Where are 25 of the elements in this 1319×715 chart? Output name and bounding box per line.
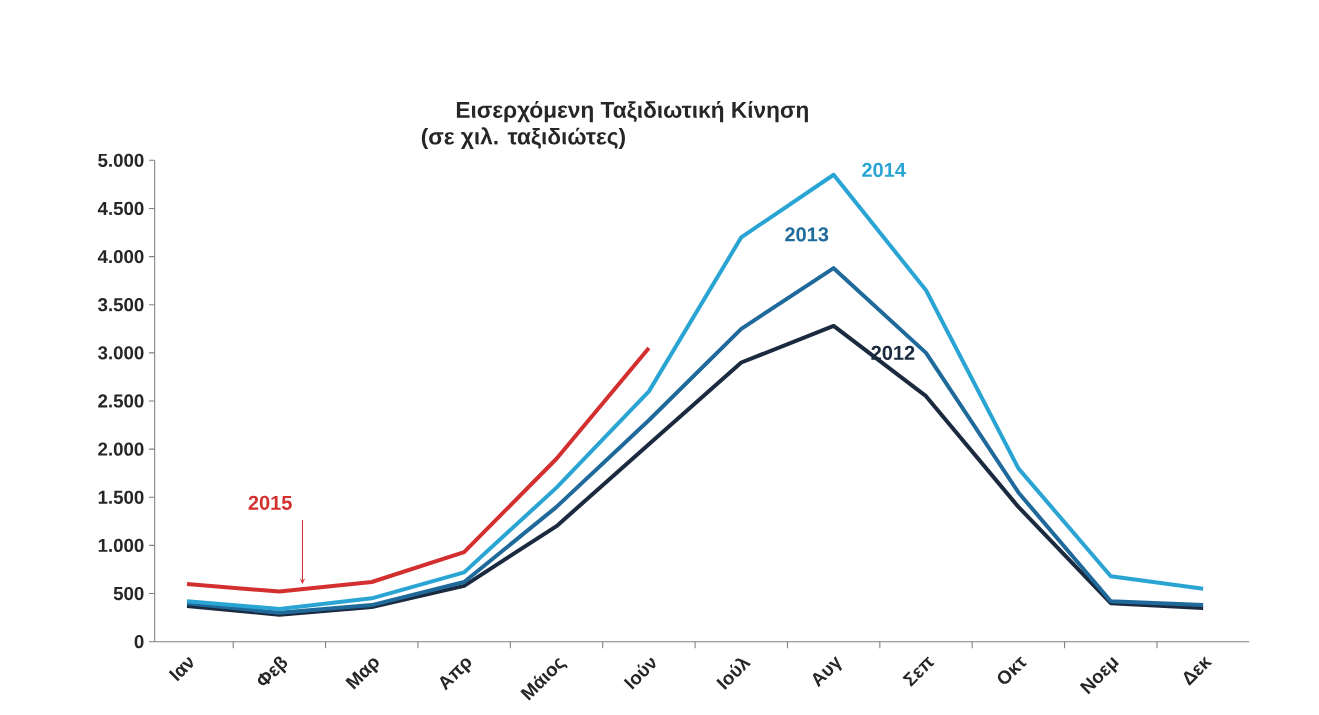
y-tick-label: 3.500 — [97, 298, 144, 312]
series-label: 2013 — [785, 227, 829, 242]
x-tick-label: Αυγ — [812, 656, 843, 688]
y-tick-label: 0 — [134, 635, 144, 649]
y-tick-label: 3.000 — [97, 346, 144, 360]
y-tick-label: 2.500 — [98, 394, 144, 408]
chart-subtitle: (σε χιλ. ταξιδιώτες) — [421, 127, 625, 150]
text: 2015 — [248, 495, 292, 510]
y-tick-label: 4.500 — [97, 201, 144, 216]
x-tick-label: Σεπ — [902, 656, 935, 687]
x-tick-label: Δεκ — [1183, 656, 1213, 686]
line-series — [185, 323, 1206, 617]
chart-title: Εισερχόμενη Ταξιδιωτική Κίνηση — [456, 100, 808, 123]
y-tick-label: 1.000 — [98, 538, 144, 553]
x-tick-label: Οκτ — [997, 656, 1027, 684]
series-label: 2014 — [862, 162, 906, 178]
x-tick-label: Ιαν — [168, 657, 193, 682]
line-series — [185, 266, 1206, 615]
x-tick-label: Φεβ — [257, 656, 288, 686]
y-tick-label: 5.000 — [98, 153, 144, 167]
y-tick-label: 2.000 — [98, 442, 144, 456]
line-series — [185, 346, 651, 594]
y-tick-label: 4.000 — [97, 249, 144, 264]
y-tick-label: 500 — [113, 586, 144, 601]
y-tick-label: 1.500 — [98, 490, 144, 504]
